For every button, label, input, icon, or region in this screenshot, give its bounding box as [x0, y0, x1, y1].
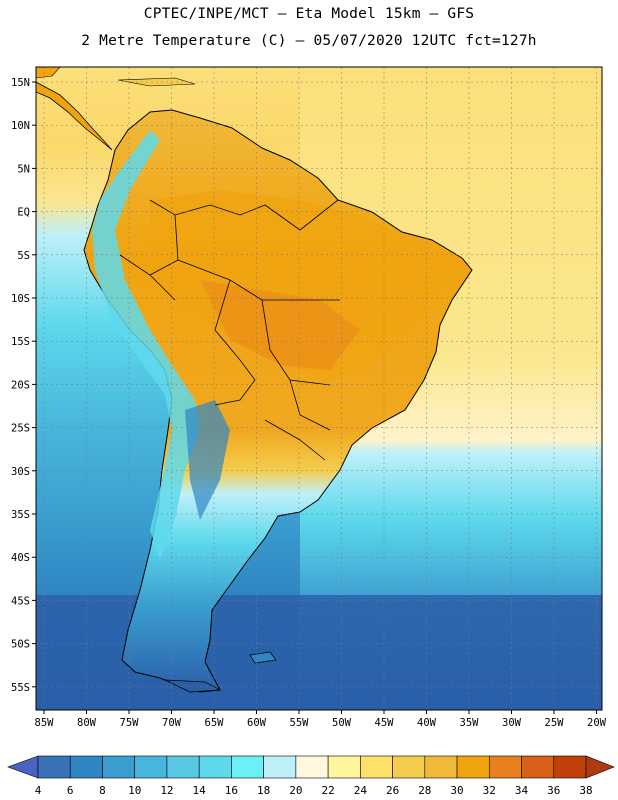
- lon-label: 65W: [205, 717, 225, 729]
- central-brazil-hot-spot: [200, 280, 360, 370]
- colorbar-segment: [553, 755, 587, 779]
- lat-lon-grid: [36, 67, 602, 710]
- lon-label: 80W: [77, 717, 97, 729]
- argentina-cold-patch: [185, 400, 230, 520]
- lat-label: 30S: [11, 466, 30, 478]
- lat-label: 55S: [11, 682, 30, 694]
- colorbar-tick-label: 8: [99, 784, 106, 797]
- andes-cold-ribbon: [92, 130, 200, 560]
- colorbar-segment: [69, 755, 103, 779]
- colorbar-segment: [134, 755, 168, 779]
- colorbar-tick-label: 26: [386, 784, 399, 797]
- colorbar-tick-label: 32: [483, 784, 496, 797]
- colorbar-segment: [231, 755, 264, 779]
- lat-label: 35S: [11, 509, 30, 521]
- lat-label: 10S: [11, 293, 30, 305]
- longitude-labels: 85W 80W 75W 70W 65W 60W 55W 50W 45W 40W 35W 30W 25W 2…: [35, 710, 607, 729]
- lon-label: 40W: [417, 717, 437, 729]
- colorbar-segment: [263, 755, 297, 779]
- colorbar-tick-label: 20: [289, 784, 302, 797]
- title-line-1: CPTEC/INPE/MCT – Eta Model 15km – GFS: [143, 6, 475, 22]
- lat-label: 40S: [11, 552, 30, 564]
- colorbar-segment: [37, 755, 71, 779]
- lat-label: 50S: [11, 639, 30, 651]
- colorbar-tick-label: 22: [321, 784, 334, 797]
- lat-label: 15S: [11, 336, 30, 348]
- lat-label: 20S: [11, 379, 30, 391]
- lon-label: 25W: [545, 717, 565, 729]
- lon-label: 45W: [375, 717, 395, 729]
- colorbar-tick-label: 12: [160, 784, 173, 797]
- colorbar-left-arrow: [7, 755, 39, 779]
- lat-label: 25S: [11, 423, 30, 435]
- colorbar-segment: [198, 755, 232, 779]
- colorbar-segment: [102, 755, 136, 779]
- southern-cold-band: [36, 595, 602, 710]
- colorbar-tick-label: 28: [418, 784, 431, 797]
- colorbar-tick-label: 18: [257, 784, 270, 797]
- colorbar-tick-label: 24: [354, 784, 368, 797]
- colorbar-tick-label: 10: [128, 784, 141, 797]
- colorbar-tick-label: 16: [225, 784, 238, 797]
- colorbar-segment: [166, 755, 200, 779]
- lon-label: 85W: [35, 717, 55, 729]
- country-borders: [119, 199, 340, 461]
- lat-label: 10N: [11, 120, 30, 132]
- lat-label: EQ: [17, 207, 30, 219]
- lon-label: 60W: [247, 717, 267, 729]
- colorbar-segment: [521, 755, 555, 779]
- colorbar-tick-labels: 4 6 8 10 12 14 16 18 20 22 24 26 28 30 32 34 36 38: [35, 784, 593, 797]
- lon-label: 20W: [587, 717, 607, 729]
- map-frame: [35, 66, 603, 711]
- amazon-warm-core: [150, 190, 440, 380]
- tierra-del-fuego: [164, 679, 222, 693]
- colorbar-tick-label: 30: [450, 784, 463, 797]
- colorbar-tick-label: 4: [35, 784, 42, 797]
- colorbar-tick-label: 36: [547, 784, 560, 797]
- colorbar-tick-label: 14: [193, 784, 207, 797]
- lat-label: 15N: [11, 77, 30, 89]
- lat-label: 45S: [11, 595, 30, 607]
- colorbar-tick-label: 34: [515, 784, 529, 797]
- colorbar-segment: [424, 755, 458, 779]
- lon-label: 70W: [162, 717, 182, 729]
- lon-label: 30W: [502, 717, 522, 729]
- colorbar-segment: [295, 755, 329, 779]
- colorbar-segment: [327, 755, 361, 779]
- falkland-islands: [249, 651, 277, 664]
- lon-label: 55W: [290, 717, 310, 729]
- lat-label: 5N: [17, 163, 30, 175]
- lon-label: 50W: [332, 717, 352, 729]
- colorbar-right-arrow: [585, 755, 615, 779]
- lon-label: 35W: [460, 717, 480, 729]
- colorbar-segment: [392, 755, 426, 779]
- colorbar: [7, 755, 615, 779]
- colorbar-tick-label: 38: [579, 784, 592, 797]
- mexico-yucatan: [36, 67, 61, 79]
- colorbar-tick-label: 6: [67, 784, 74, 797]
- colorbar-segment: [488, 755, 522, 779]
- lon-label: 75W: [120, 717, 140, 729]
- latitude-labels: 15N 10N 5N EQ 5S 10S 15S 20S 25S 30S 35S 40S 45S 50S 5…: [11, 77, 36, 694]
- title-line-2: 2 Metre Temperature (C) – 05/07/2020 12U…: [81, 33, 537, 49]
- colorbar-segment: [360, 755, 393, 779]
- lat-label: 5S: [17, 250, 30, 262]
- central-america: [36, 81, 113, 151]
- colorbar-segment: [456, 755, 490, 779]
